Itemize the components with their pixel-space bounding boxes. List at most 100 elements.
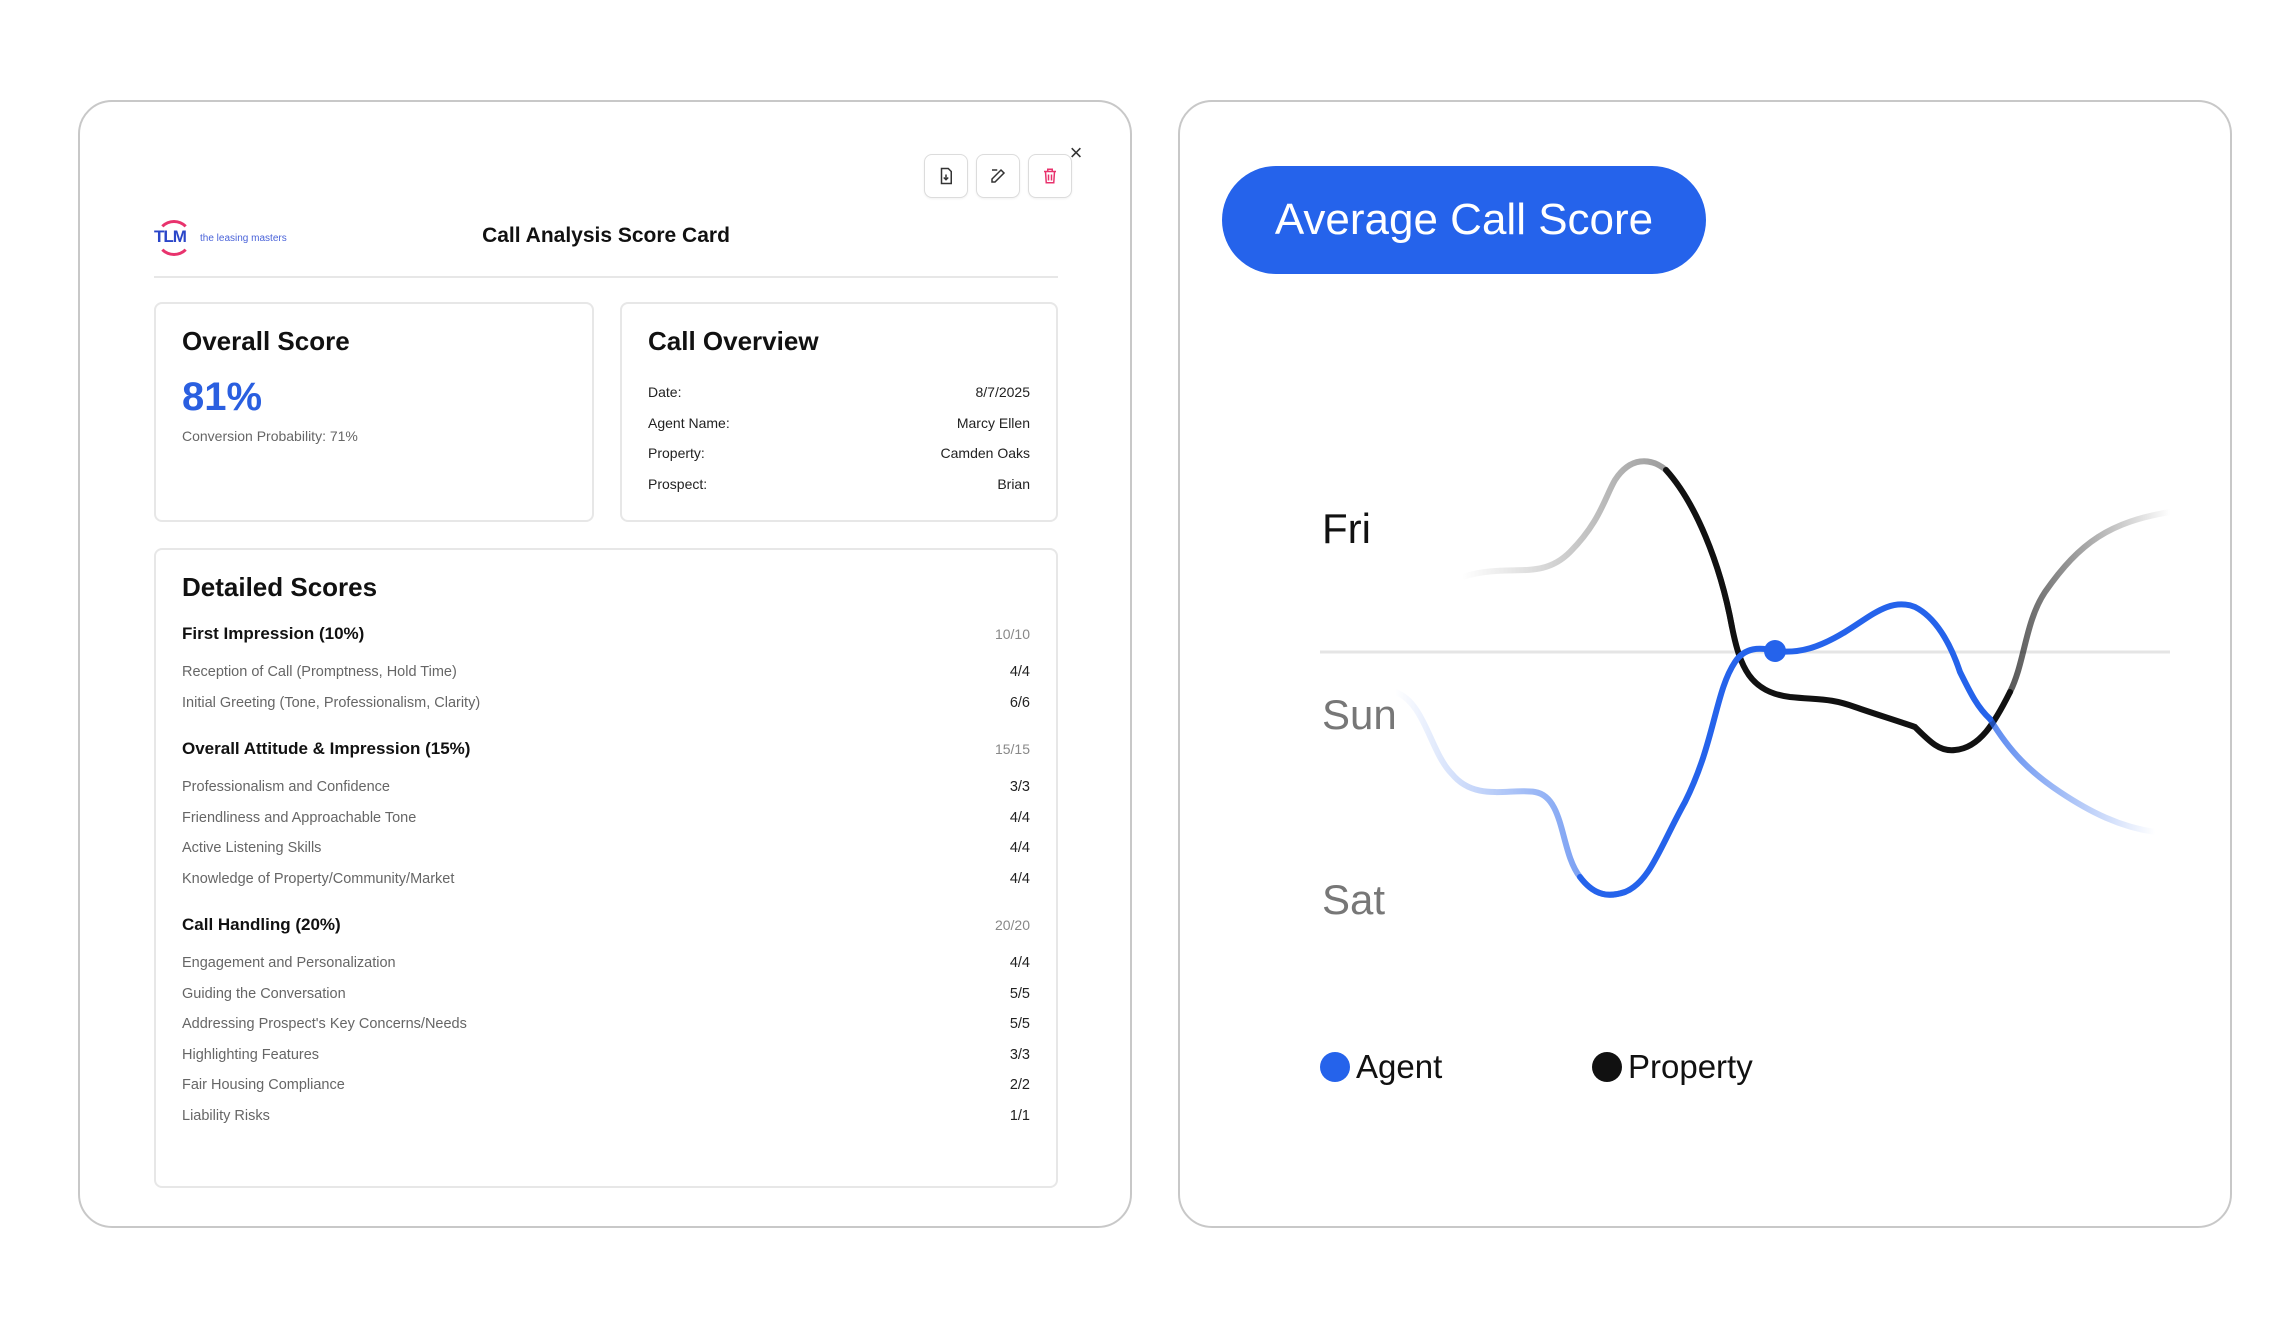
overview-row: Date: 8/7/2025	[648, 377, 1030, 408]
legend-agent-dot	[1320, 1052, 1350, 1082]
score-item-row: Knowledge of Property/Community/Market 4/…	[182, 864, 1030, 895]
score-item-label: Knowledge of Property/Community/Market	[182, 870, 455, 887]
detailed-scores-card[interactable]: Detailed Scores First Impression (10%) 10…	[154, 548, 1058, 1188]
score-item-row: Friendliness and Approachable Tone 4/4	[182, 803, 1030, 834]
legend-property-dot	[1592, 1052, 1622, 1082]
score-item-row: Liability Risks 1/1	[182, 1101, 1030, 1132]
y-label-sun: Sun	[1322, 691, 1397, 738]
score-item-label: Highlighting Features	[182, 1046, 320, 1063]
score-card-panel: × TLM the leasing masters Call Analysis …	[78, 100, 1132, 1228]
conversion-probability: Conversion Probability: 71%	[182, 428, 358, 444]
call-overview-card: Call Overview Date: 8/7/2025 Agent Name: Ma…	[620, 302, 1058, 522]
average-score-chart: Fri Sun Sat	[1320, 458, 2173, 923]
overview-value: 8/7/2025	[975, 384, 1031, 401]
score-item-value: 4/4	[1009, 955, 1030, 972]
score-item-row: Reception of Call (Promptness, Hold Time…	[182, 657, 1030, 688]
score-item-label: Liability Risks	[182, 1107, 270, 1124]
property-series-line	[1663, 467, 2013, 754]
score-item-value: 4/4	[1009, 809, 1030, 826]
card-header: TLM the leasing masters Call Analysis Sc…	[154, 212, 1058, 278]
section-total: 20/20	[994, 917, 1030, 933]
score-section: Overall Attitude & Impression (15%) 15/15…	[182, 732, 1030, 894]
logo-mark: TLM	[154, 218, 194, 258]
overview-label: Agent Name:	[648, 414, 730, 431]
overview-value: Camden Oaks	[940, 445, 1030, 462]
score-item-value: 3/3	[1009, 779, 1030, 796]
edit-icon	[991, 168, 1006, 183]
section-total: 10/10	[994, 626, 1030, 642]
score-item-row: Fair Housing Compliance 2/2	[182, 1070, 1030, 1101]
overview-value: Brian	[997, 475, 1030, 492]
overview-label: Prospect:	[648, 475, 708, 492]
section-name: First Impression (10%)	[182, 624, 365, 643]
y-label-sat: Sat	[1322, 876, 1385, 923]
score-item-value: 4/4	[1009, 664, 1030, 681]
property-series-line-right	[2007, 509, 2173, 695]
score-item-label: Friendliness and Approachable Tone	[182, 809, 417, 826]
score-item-value: 2/2	[1009, 1077, 1030, 1094]
overview-label: Date:	[648, 384, 682, 401]
overall-score-card: Overall Score 81% Conversion Probability…	[154, 302, 594, 522]
card-toolbar	[924, 154, 1072, 198]
close-button[interactable]: ×	[1069, 140, 1083, 165]
overview-label: Property:	[648, 445, 705, 462]
detailed-scores-title: Detailed Scores	[182, 572, 378, 602]
score-item-row: Professionalism and Confidence 3/3	[182, 772, 1030, 803]
delete-button[interactable]	[1028, 154, 1072, 198]
score-item-row: Initial Greeting (Tone, Professionalism,…	[182, 688, 1030, 719]
page-title: Call Analysis Score Card	[482, 224, 730, 247]
score-item-label: Professionalism and Confidence	[182, 779, 390, 796]
overall-score-value: 81%	[182, 375, 263, 419]
overall-score-title: Overall Score	[182, 326, 350, 356]
agent-series-line-right	[1987, 716, 2158, 835]
overview-row: Agent Name: Marcy Ellen	[648, 408, 1030, 439]
score-item-label: Initial Greeting (Tone, Professionalism,…	[182, 694, 481, 711]
section-items: Reception of Call (Promptness, Hold Time…	[182, 657, 1030, 718]
score-item-row: Addressing Prospect's Key Concerns/Needs…	[182, 1009, 1030, 1040]
score-item-value: 3/3	[1009, 1046, 1030, 1063]
logo-tagline: the leasing masters	[200, 232, 287, 244]
score-section: First Impression (10%) 10/10 Reception of …	[182, 617, 1030, 718]
score-item-label: Guiding the Conversation	[182, 985, 346, 1002]
score-item-label: Active Listening Skills	[182, 840, 322, 857]
score-item-label: Reception of Call (Promptness, Hold Time…	[182, 664, 457, 681]
score-section: Call Handling (20%) 20/20 Engagement and P…	[182, 908, 1030, 1131]
download-button[interactable]	[924, 154, 968, 198]
property-series-line-left	[1459, 458, 1735, 630]
y-label-fri: Fri	[1322, 505, 1371, 552]
average-call-score-title: Average Call Score	[1222, 166, 1706, 274]
score-item-value: 4/4	[1009, 840, 1030, 857]
score-item-row: Engagement and Personalization 4/4	[182, 948, 1030, 979]
overview-row: Prospect: Brian	[648, 469, 1030, 500]
edit-button[interactable]	[976, 154, 1020, 198]
score-item-value: 5/5	[1009, 1016, 1030, 1033]
score-item-row: Active Listening Skills 4/4	[182, 833, 1030, 864]
agent-series-line-left	[1392, 689, 1628, 898]
overview-value: Marcy Ellen	[956, 414, 1030, 431]
call-overview-title: Call Overview	[648, 326, 819, 356]
trash-icon	[1044, 168, 1056, 184]
legend-property-label: Property	[1628, 1048, 1753, 1085]
section-header: Call Handling (20%) 20/20	[182, 908, 1030, 942]
score-item-label: Fair Housing Compliance	[182, 1077, 345, 1094]
section-items: Engagement and Personalization 4/4 Guiding…	[182, 948, 1030, 1131]
score-item-value: 5/5	[1009, 985, 1030, 1002]
section-name: Overall Attitude & Impression (15%)	[182, 739, 471, 758]
score-item-value: 6/6	[1009, 694, 1030, 711]
overview-row: Property: Camden Oaks	[648, 438, 1030, 469]
score-item-row: Highlighting Features 3/3	[182, 1040, 1030, 1071]
average-call-score-panel: Fri Sun Sat Average Call Score Agent Pro…	[1178, 100, 2232, 1228]
overview-rows: Date: 8/7/2025 Agent Name: Marcy Ellen Prope…	[648, 377, 1030, 499]
section-total: 15/15	[994, 741, 1030, 757]
legend-agent: Agent	[1320, 1048, 1442, 1086]
section-header: Overall Attitude & Impression (15%) 15/15	[182, 732, 1030, 766]
section-items: Professionalism and Confidence 3/3 Friendl…	[182, 772, 1030, 894]
agent-highlight-point[interactable]	[1764, 640, 1786, 662]
score-item-row: Guiding the Conversation 5/5	[182, 979, 1030, 1010]
section-header: First Impression (10%) 10/10	[182, 617, 1030, 651]
logo-ring	[156, 220, 192, 256]
tlm-logo: TLM the leasing masters	[154, 218, 287, 258]
logo-text: TLM	[154, 227, 187, 246]
score-item-label: Addressing Prospect's Key Concerns/Needs	[182, 1016, 467, 1033]
legend-agent-label: Agent	[1356, 1048, 1443, 1085]
